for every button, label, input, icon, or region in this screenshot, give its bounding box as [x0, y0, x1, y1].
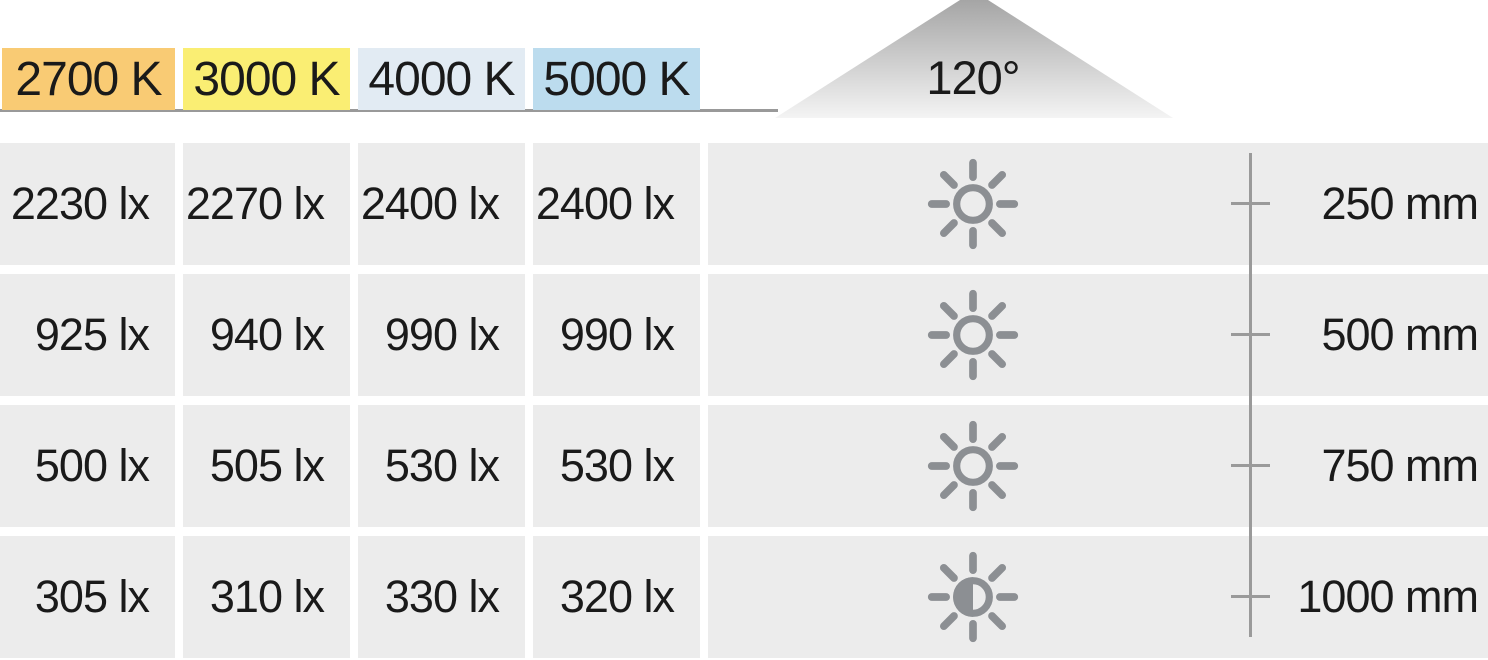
- measure-line: [1249, 153, 1252, 637]
- color-temp-label: 5000 K: [543, 52, 690, 106]
- lux-cell: 2400 lx: [358, 143, 525, 265]
- half-sun-icon: [927, 551, 1019, 643]
- lux-cell: 530 lx: [533, 405, 700, 527]
- lux-cell: 500 lx: [0, 405, 175, 527]
- measure-tick: [1231, 333, 1270, 336]
- color-temp-5000k: 5000 K: [533, 48, 700, 110]
- row-band: [708, 143, 1488, 265]
- beam-cone: [775, 0, 1173, 118]
- sun-icon: [927, 158, 1019, 250]
- color-temp-2700k: 2700 K: [2, 48, 175, 110]
- beam-angle-label: 120°: [926, 51, 1020, 104]
- table-row: 925 lx 940 lx 990 lx 990 lx 500 mm: [0, 274, 1488, 396]
- lux-cell: 310 lx: [183, 536, 350, 658]
- measure-tick: [1231, 202, 1270, 205]
- lux-cell: 530 lx: [358, 405, 525, 527]
- lux-cell: 940 lx: [183, 274, 350, 396]
- distance-label: 750 mm: [1321, 440, 1479, 491]
- lux-cell: 2230 lx: [0, 143, 175, 265]
- measure-tick: [1231, 464, 1270, 467]
- lux-cell: 2270 lx: [183, 143, 350, 265]
- lux-cell: 925 lx: [0, 274, 175, 396]
- distance-label: 250 mm: [1321, 178, 1479, 229]
- row-band: [708, 274, 1488, 396]
- sun-icon: [927, 289, 1019, 381]
- color-temp-label: 2700 K: [15, 52, 162, 106]
- color-temp-label: 4000 K: [368, 52, 515, 106]
- lux-cell: 990 lx: [358, 274, 525, 396]
- table-row: 500 lx 505 lx 530 lx 530 lx 750 mm: [0, 405, 1488, 527]
- lux-cell: 505 lx: [183, 405, 350, 527]
- lux-cell: 305 lx: [0, 536, 175, 658]
- distance-label: 500 mm: [1321, 309, 1479, 360]
- lux-cell: 330 lx: [358, 536, 525, 658]
- lux-cell: 320 lx: [533, 536, 700, 658]
- header-underline: [0, 109, 778, 112]
- lux-cell: 2400 lx: [533, 143, 700, 265]
- measure-tick: [1231, 595, 1270, 598]
- color-temp-label: 3000 K: [193, 52, 340, 106]
- row-band: [708, 536, 1488, 658]
- distance-label: 1000 mm: [1297, 571, 1479, 622]
- table-row: 305 lx 310 lx 330 lx 320 lx 1000 mm: [0, 536, 1488, 658]
- table-row: 2230 lx 2270 lx 2400 lx 2400 lx 250 mm: [0, 143, 1488, 265]
- color-temp-4000k: 4000 K: [358, 48, 525, 110]
- sun-icon: [927, 420, 1019, 512]
- color-temp-3000k: 3000 K: [183, 48, 350, 110]
- lux-cell: 990 lx: [533, 274, 700, 396]
- row-band: [708, 405, 1488, 527]
